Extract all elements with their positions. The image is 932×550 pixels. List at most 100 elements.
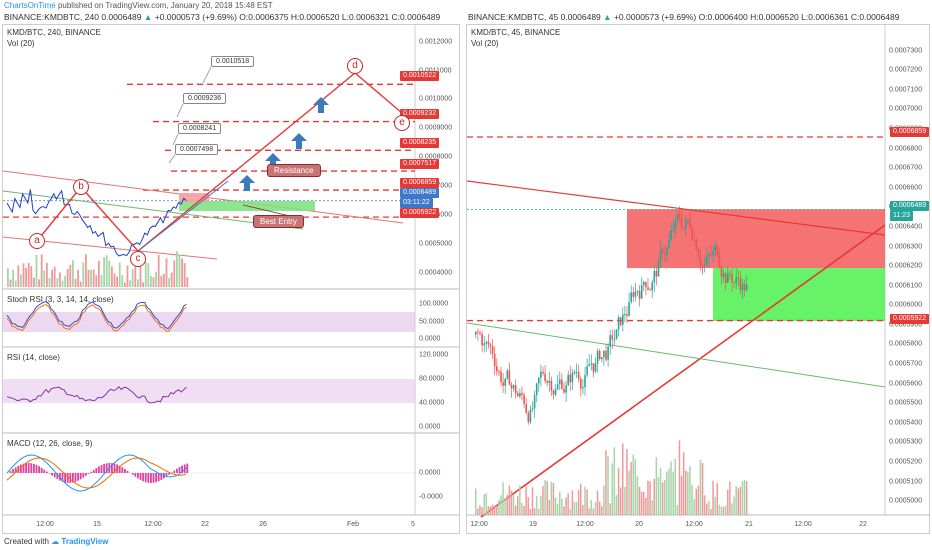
candle-body [706,256,708,264]
level-tag-3: 0.0008235 [400,138,440,148]
right-volume-bar [706,503,708,515]
macd-histogram-bar [46,471,48,473]
candle-body [678,214,681,218]
left-volume-bar [178,254,181,287]
left-volume-bar [14,280,17,287]
callout-connector [168,154,176,164]
macd-histogram-bar [30,463,33,473]
right-chart[interactable]: KMD/BTC, 45, BINANCE Vol (20) 0.0007300 0… [466,24,930,534]
wave-e: e [394,115,410,131]
candle-body [598,350,601,360]
right-volume-bar [565,497,567,515]
macd-histogram-bar [43,469,46,473]
right-price-tick-15: 0.0005800 [889,340,923,348]
right-close: C:0.0006489 [850,12,900,22]
candle-body [731,274,733,283]
right-price-tick-12: 0.0006100 [889,282,923,290]
right-volume-bar [592,508,595,515]
right-level-tag-2: 0.0005922 [890,314,929,324]
candle-body [506,370,509,379]
right-volume-bar [512,495,515,515]
left-volume-bar [69,264,72,287]
candle-body [722,273,725,277]
left-volume-bar [155,271,157,287]
right-volume-bar [573,501,576,515]
candle-body [510,384,513,389]
right-volume-bar [533,508,536,515]
right-volume-bar [479,505,481,515]
candle-body [689,219,691,228]
left-chart[interactable]: KMD/BTC, 240, BINANCE Vol (20) Stoch RSI… [2,24,460,534]
candle-body [483,343,485,346]
candle-body [554,389,557,395]
candle-body [531,408,534,410]
candle-body [624,314,626,316]
right-volume-bar [544,480,546,515]
candle-body [703,263,706,266]
right-price-tick-23: 0.0005000 [889,497,923,505]
candle-body [601,357,603,360]
macd-histogram-bar [178,467,181,473]
candle-body [605,350,607,360]
rsi-tick-2: 40.0000 [419,399,445,407]
right-volume-bar [624,486,626,515]
macd-histogram-bar [160,473,163,480]
blue-arrow-icon [313,97,329,113]
left-volume-bar [98,260,100,287]
candle-body [661,248,664,254]
candle-body [519,393,521,397]
candle-body [575,372,578,374]
right-price-tick-17: 0.0005600 [889,380,923,388]
macd-histogram-bar [113,463,116,473]
author-link[interactable]: ChartsOnTime [4,1,56,10]
macd-histogram-bar [152,473,155,483]
left-chart-canvas[interactable] [3,25,460,534]
left-volume-bar [85,254,87,287]
left-x-label-3: 12:00 [144,521,162,528]
right-volume-bar [481,507,483,515]
left-pair: BINANCE:KMDBTC, 240 [4,12,99,22]
macd-histogram-bar [77,473,79,481]
left-volume-bar [126,265,129,287]
right-chart-canvas[interactable] [467,25,930,534]
candle-body [712,251,714,256]
macd-histogram-bar [22,463,25,473]
left-volume-bar [173,260,176,287]
right-volume-bar [500,495,502,515]
left-volume-bar [82,262,85,287]
rsi-tick-0: 120.0000 [419,351,449,359]
right-volume-bar [506,495,508,515]
macd-histogram-bar [95,468,98,473]
stoch-d-line [6,304,187,332]
candle-body [577,372,580,379]
red-box-zone [627,209,885,269]
candle-body [670,230,672,241]
right-volume-bar [622,443,624,515]
right-volume-bar [577,489,580,515]
tradingview-link[interactable]: TradingView [61,537,109,546]
right-volume-bar [556,503,559,515]
right-price-tick-21: 0.0005200 [889,458,923,466]
right-price-tick-22: 0.0005100 [889,478,923,486]
right-volume-bar [619,487,622,515]
candle-body [630,292,632,303]
right-volume-bar [745,481,748,515]
left-volume-bar [170,272,173,287]
left-volume-bar [131,269,134,287]
right-volume-bar [603,485,605,515]
macd-histogram-bar [92,469,95,473]
macd-histogram-bar [85,473,87,476]
right-volume-bar [737,488,739,515]
right-countdown-tag: 11:23 [890,211,913,221]
left-volume-bar [25,268,27,287]
candle-body [615,329,618,340]
right-volume-bar [554,497,557,515]
left-x-label-2: 15 [93,521,101,528]
macd-histogram-bar [124,468,126,473]
candle-body [666,248,668,256]
right-volume-bar [527,497,529,515]
wave-a: a [29,233,45,249]
right-volume-bar [510,490,513,515]
candle-body [643,281,645,286]
macd-line [6,454,187,492]
